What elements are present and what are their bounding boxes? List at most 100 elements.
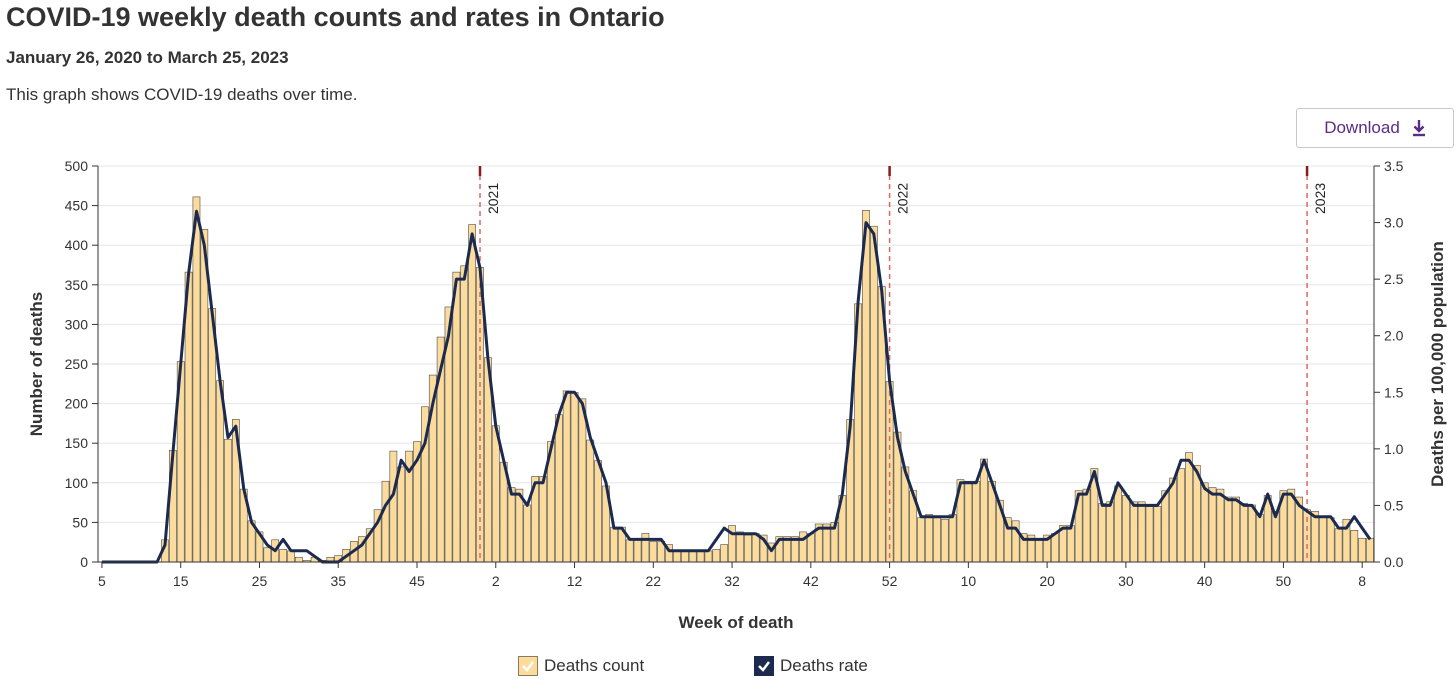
bar <box>704 550 713 563</box>
bar <box>1224 496 1233 563</box>
bar <box>452 271 461 563</box>
bar <box>1240 503 1248 563</box>
y2-tick-label: 1.0 <box>1384 441 1404 457</box>
deaths-count-checkbox[interactable] <box>518 656 538 676</box>
bar <box>917 517 925 563</box>
bar <box>1177 468 1185 563</box>
bar <box>1311 511 1319 563</box>
bar <box>972 480 981 563</box>
bar <box>925 514 933 563</box>
bar <box>610 526 618 563</box>
bar <box>680 550 689 563</box>
y-tick-label: 200 <box>65 396 89 412</box>
bar <box>1334 528 1343 563</box>
y-tick-label: 300 <box>65 316 89 332</box>
y-tick-label: 100 <box>65 475 89 491</box>
bar <box>1232 496 1240 563</box>
year-marker-label: 2021 <box>485 183 501 214</box>
y-tick-label: 450 <box>65 198 89 214</box>
bar <box>625 539 634 563</box>
x-tick-label: 52 <box>882 573 898 589</box>
chart-title: COVID-19 weekly death counts and rates i… <box>6 2 665 32</box>
bar <box>586 439 595 563</box>
x-axis-label: Week of death <box>679 613 794 632</box>
bar <box>933 517 941 563</box>
x-tick-label: 12 <box>567 573 583 589</box>
bar <box>491 425 500 563</box>
bar <box>743 534 752 563</box>
bar <box>712 549 721 563</box>
bar <box>1271 511 1280 563</box>
bar <box>1035 539 1044 563</box>
bar <box>641 533 650 563</box>
bar <box>1318 515 1327 563</box>
y-tick-label: 500 <box>65 158 89 174</box>
bar <box>507 487 516 563</box>
bar <box>1208 487 1217 563</box>
bar <box>696 550 705 563</box>
y2-axis-label: Deaths per 100,000 population <box>1428 241 1447 487</box>
x-tick-label: 45 <box>409 573 425 589</box>
x-tick-label: 2 <box>492 573 500 589</box>
bar <box>862 210 870 563</box>
bar <box>1161 490 1170 563</box>
bar <box>822 523 831 563</box>
y2-tick-label: 2.0 <box>1384 328 1404 344</box>
bar <box>633 539 642 563</box>
y2-tick-label: 0.5 <box>1384 497 1404 513</box>
x-tick-label: 32 <box>724 573 740 589</box>
download-button[interactable]: Download <box>1296 108 1454 148</box>
bar <box>539 476 547 563</box>
legend-item-deaths-rate[interactable]: Deaths rate <box>754 656 868 676</box>
download-icon <box>1412 119 1426 137</box>
bar <box>562 390 571 563</box>
bar <box>980 458 988 563</box>
x-tick-label: 22 <box>646 573 662 589</box>
year-marker-label: 2022 <box>895 183 911 214</box>
bar <box>554 414 563 563</box>
bar <box>1137 501 1146 563</box>
bar <box>523 504 532 563</box>
bar <box>1366 537 1374 563</box>
deaths-rate-checkbox[interactable] <box>754 656 774 676</box>
bar <box>964 480 973 563</box>
bar <box>806 533 815 563</box>
bar <box>673 550 681 563</box>
y-tick-label: 0 <box>80 554 88 570</box>
bar <box>1098 503 1107 563</box>
bar <box>389 450 398 563</box>
x-tick-label: 40 <box>1197 573 1213 589</box>
bar <box>649 541 658 563</box>
bar <box>736 531 744 563</box>
y2-tick-label: 2.5 <box>1384 271 1404 287</box>
bar <box>594 460 602 563</box>
bar <box>578 398 587 563</box>
bar <box>1255 514 1264 563</box>
x-tick-label: 25 <box>252 573 268 589</box>
y-tick-label: 350 <box>65 277 89 293</box>
bar <box>1145 506 1154 563</box>
bar <box>948 514 957 563</box>
bar <box>279 549 287 563</box>
bar <box>1358 537 1367 563</box>
bar <box>460 265 469 563</box>
bar <box>192 196 201 563</box>
y-axis-label: Number of deaths <box>27 292 46 437</box>
bar <box>1153 506 1162 563</box>
legend-label-deaths-count: Deaths count <box>544 656 645 675</box>
bar <box>688 550 697 563</box>
bar <box>468 224 476 563</box>
bar <box>720 544 729 563</box>
x-tick-label: 35 <box>330 573 346 589</box>
bar <box>1129 501 1138 563</box>
legend-item-deaths-count[interactable]: Deaths count <box>518 656 644 676</box>
bar <box>940 518 949 563</box>
year-marker-label: 2023 <box>1312 183 1328 214</box>
bar <box>1248 504 1256 563</box>
x-tick-label: 50 <box>1276 573 1292 589</box>
x-tick-label: 30 <box>1118 573 1134 589</box>
bar <box>1066 525 1075 563</box>
y-tick-label: 150 <box>65 435 89 451</box>
bar <box>1169 477 1177 563</box>
bar <box>1122 495 1130 563</box>
